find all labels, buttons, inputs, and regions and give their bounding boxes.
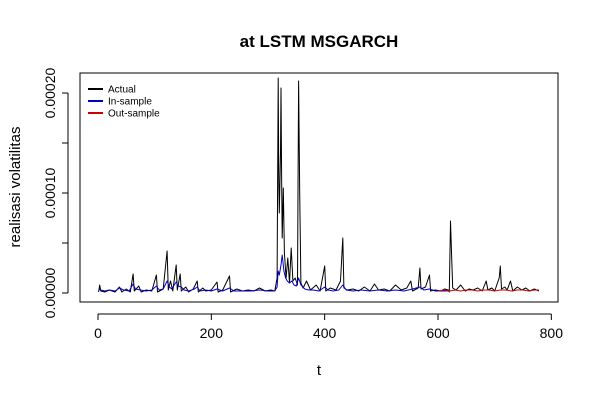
x-axis: 0 200 400 600 800: [94, 313, 564, 341]
chart-title: at LSTM MSGARCH: [240, 32, 399, 51]
plot-area-border: [79, 72, 559, 303]
x-tick-label: 600: [426, 325, 450, 341]
y-axis-label: realisasi volatilitas: [7, 127, 24, 248]
x-tick-label: 200: [200, 325, 224, 341]
series-line-actual: [98, 77, 540, 293]
y-axis: 0.00000 0.00010 0.00020: [42, 67, 69, 318]
legend-label: In-sample: [108, 97, 152, 108]
series-line-in-sample: [98, 254, 449, 292]
y-tick-label: 0.00000: [42, 267, 58, 318]
x-axis-label: t: [317, 362, 322, 379]
series-line-out-sample: [437, 289, 539, 292]
legend-label: Actual: [108, 85, 136, 96]
y-tick-label: 0.00010: [42, 167, 58, 218]
x-tick-label: 400: [313, 325, 337, 341]
series-layer: [98, 77, 540, 293]
legend-label: Out-sample: [108, 109, 160, 120]
x-tick-label: 800: [540, 325, 564, 341]
x-tick-label: 0: [94, 325, 102, 341]
y-tick-label: 0.00020: [42, 67, 58, 118]
